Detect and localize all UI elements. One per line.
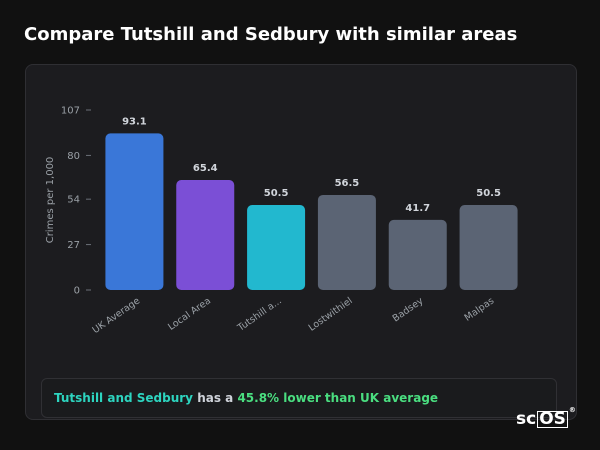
- summary-area-name: Tutshill and Sedbury: [54, 391, 194, 405]
- logo-text-sc: sc: [516, 409, 537, 429]
- data-label: 56.5: [335, 178, 360, 189]
- bar: [247, 205, 306, 290]
- bar: [459, 205, 518, 290]
- x-tick-label: Malpas: [463, 295, 497, 323]
- summary-comparison: 45.8% lower than UK average: [237, 391, 439, 405]
- summary-box: Tutshill and Sedbury has a 45.8% lower t…: [41, 378, 557, 418]
- data-label: 50.5: [264, 188, 289, 199]
- bar: [317, 194, 376, 290]
- y-tick-label: 54: [67, 195, 80, 206]
- y-tick-label: 107: [61, 106, 80, 117]
- data-label: 65.4: [193, 163, 218, 174]
- x-tick-label: Badsey: [391, 295, 426, 324]
- scos-logo: sc OS ®: [516, 406, 576, 429]
- bar: [105, 133, 164, 290]
- x-tick-label: Tutshill a...: [235, 295, 284, 334]
- bar: [176, 179, 235, 290]
- y-tick-label: 27: [67, 240, 80, 251]
- data-label: 93.1: [122, 116, 147, 127]
- y-tick-label: 0: [74, 286, 80, 297]
- logo-text-os: OS: [537, 408, 568, 429]
- page-title: Compare Tutshill and Sedbury with simila…: [24, 24, 518, 45]
- y-axis-label: Crimes per 1,000: [45, 157, 56, 244]
- x-tick-label: Lostwithiel: [307, 295, 355, 333]
- x-tick-label: Local Area: [166, 295, 213, 332]
- logo-registered-mark: ®: [568, 406, 576, 414]
- data-label: 41.7: [405, 203, 430, 214]
- bar: [388, 219, 447, 290]
- x-tick-label: UK Average: [91, 295, 143, 336]
- data-label: 50.5: [476, 188, 501, 199]
- y-tick-label: 80: [67, 151, 80, 162]
- summary-connector: has a: [193, 391, 238, 405]
